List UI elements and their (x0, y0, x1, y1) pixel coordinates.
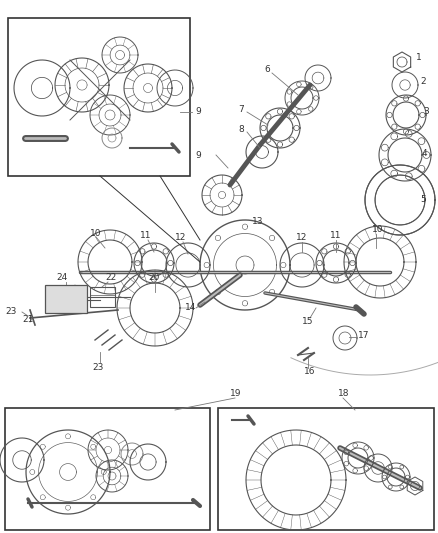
Bar (45, 285, 87, 313)
Text: 3: 3 (423, 108, 429, 117)
Text: 8: 8 (238, 125, 244, 134)
Text: 10: 10 (90, 229, 102, 238)
Text: 21: 21 (22, 316, 33, 325)
Text: 22: 22 (105, 273, 116, 282)
Text: 9: 9 (195, 108, 201, 117)
Text: 11: 11 (140, 231, 152, 240)
Text: 4: 4 (422, 149, 427, 157)
Text: 20: 20 (148, 273, 159, 282)
Text: 23: 23 (92, 364, 104, 373)
Text: 19: 19 (230, 389, 241, 398)
Text: 24: 24 (56, 273, 67, 282)
Text: 10: 10 (372, 225, 384, 235)
Text: 14: 14 (185, 303, 196, 312)
Text: 12: 12 (296, 233, 307, 243)
Bar (218, 408, 434, 530)
Text: 17: 17 (358, 330, 370, 340)
Text: 18: 18 (338, 389, 350, 398)
Text: 12: 12 (175, 233, 187, 243)
Text: 11: 11 (330, 231, 342, 240)
Text: 16: 16 (304, 367, 315, 376)
Text: 2: 2 (420, 77, 426, 86)
Bar (8, 18, 190, 176)
Text: 7: 7 (238, 106, 244, 115)
Text: 15: 15 (302, 318, 314, 327)
Text: 5: 5 (420, 196, 426, 205)
Bar (90, 287, 115, 307)
Text: 9: 9 (195, 150, 201, 159)
Text: 1: 1 (416, 53, 422, 62)
Text: 23: 23 (5, 308, 16, 317)
Text: 6: 6 (264, 66, 270, 75)
Text: 13: 13 (252, 217, 264, 227)
Bar (5, 408, 210, 530)
